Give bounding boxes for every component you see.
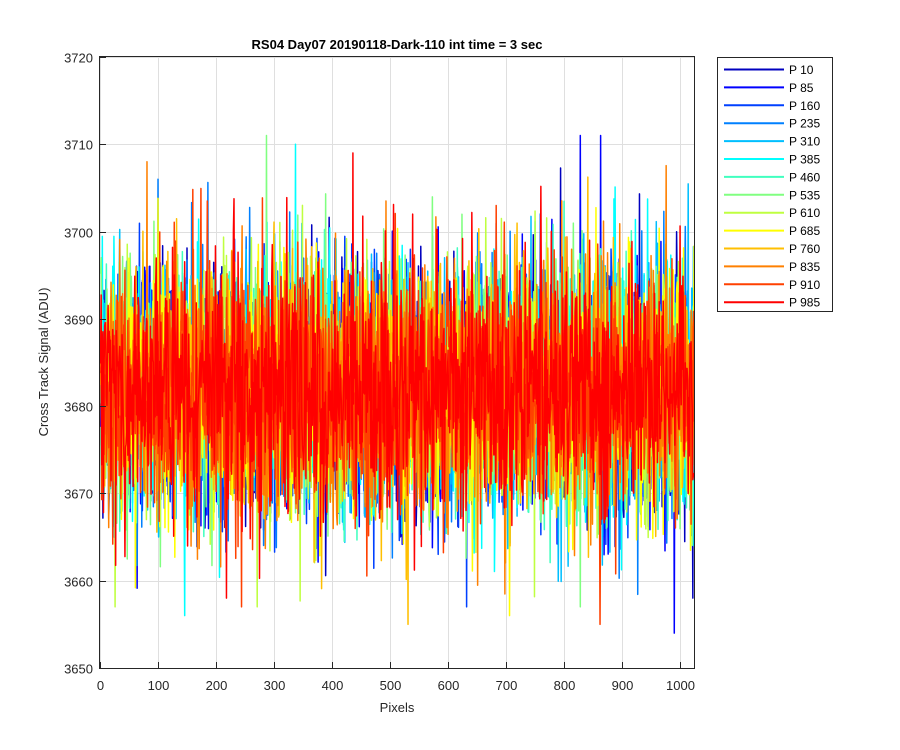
legend-label: P 310 bbox=[789, 135, 820, 149]
y-tick-label: 3720 bbox=[64, 51, 93, 66]
y-tick-label: 3660 bbox=[64, 575, 93, 590]
legend-label: P 85 bbox=[789, 81, 814, 95]
legend-label: P 10 bbox=[789, 63, 814, 77]
legend-label: P 760 bbox=[789, 242, 820, 256]
legend: P 10 P 85 P 160 P 235 P 310 P 385 P 460 P 535 P … bbox=[717, 57, 833, 312]
legend-label: P 910 bbox=[789, 278, 820, 292]
x-axis-label: Pixels bbox=[380, 700, 415, 715]
y-tick-label: 3700 bbox=[64, 226, 93, 241]
chart-title: RS04 Day07 20190118-Dark-110 int time = … bbox=[252, 37, 543, 52]
legend-box bbox=[717, 57, 833, 312]
x-tick-label: 0 bbox=[97, 678, 104, 693]
legend-label: P 535 bbox=[789, 188, 820, 202]
x-tick-label: 1000 bbox=[666, 678, 695, 693]
y-axis: 3650 3660 3670 3680 3690 3700 3710 3720 bbox=[64, 51, 106, 677]
legend-label: P 835 bbox=[789, 260, 820, 274]
y-tick-label: 3690 bbox=[64, 313, 93, 328]
x-tick-label: 700 bbox=[496, 678, 518, 693]
legend-label: P 460 bbox=[789, 170, 820, 184]
legend-label: P 985 bbox=[789, 296, 820, 310]
x-tick-label: 400 bbox=[322, 678, 344, 693]
legend-label: P 685 bbox=[789, 224, 820, 238]
legend-label: P 235 bbox=[789, 117, 820, 131]
x-tick-label: 500 bbox=[380, 678, 402, 693]
x-tick-label: 900 bbox=[612, 678, 634, 693]
plot-frame bbox=[99, 56, 695, 669]
legend-label: P 160 bbox=[789, 99, 820, 113]
y-tick-label: 3710 bbox=[64, 138, 93, 153]
y-tick-label: 3670 bbox=[64, 487, 93, 502]
y-axis-label: Cross Track Signal (ADU) bbox=[36, 288, 51, 437]
y-tick-label: 3680 bbox=[64, 400, 93, 415]
series-line-p985 bbox=[99, 152, 695, 599]
x-tick-label: 200 bbox=[206, 678, 228, 693]
series-lines bbox=[99, 134, 695, 634]
legend-label: P 610 bbox=[789, 206, 820, 220]
x-tick-label: 800 bbox=[554, 678, 576, 693]
x-tick-label: 600 bbox=[438, 678, 460, 693]
x-tick-label: 300 bbox=[264, 678, 286, 693]
x-tick-label: 100 bbox=[148, 678, 170, 693]
y-tick-label: 3650 bbox=[64, 662, 93, 677]
x-axis: 0 100 200 300 400 500 600 700 800 900 1000 bbox=[97, 662, 695, 693]
legend-label: P 385 bbox=[789, 153, 820, 167]
